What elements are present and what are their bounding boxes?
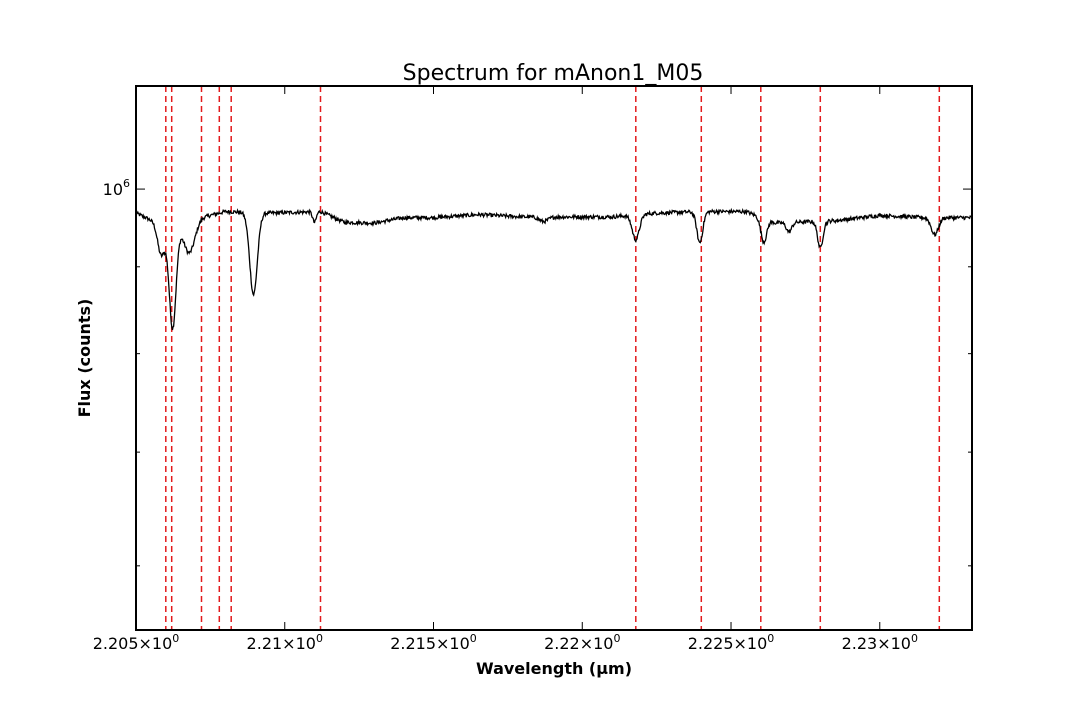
x-tick-label-3: 2.215×100 (390, 632, 477, 653)
plot-area (136, 86, 972, 630)
axis-ticks: 2.205×100 2.21×100 2.215×100 2.22×100 2.225×… (93, 86, 972, 653)
x-tick-label-4: 2.22×100 (544, 632, 620, 653)
plot-frame (135, 85, 973, 631)
x-axis-label: Wavelength (μm) (476, 659, 632, 678)
y-axis-label: Flux (counts) (75, 299, 94, 418)
spectrum-line (136, 207, 972, 331)
x-tick-label-2: 2.21×100 (247, 632, 323, 653)
y-tick-label-1: 106 (103, 177, 130, 199)
x-tick-label-1: 2.205×100 (93, 632, 180, 653)
x-tick-label-6: 2.23×100 (842, 632, 918, 653)
chart-title: Spectrum for mAnon1_M05 (403, 61, 704, 86)
x-tick-label-5: 2.225×100 (688, 632, 775, 653)
